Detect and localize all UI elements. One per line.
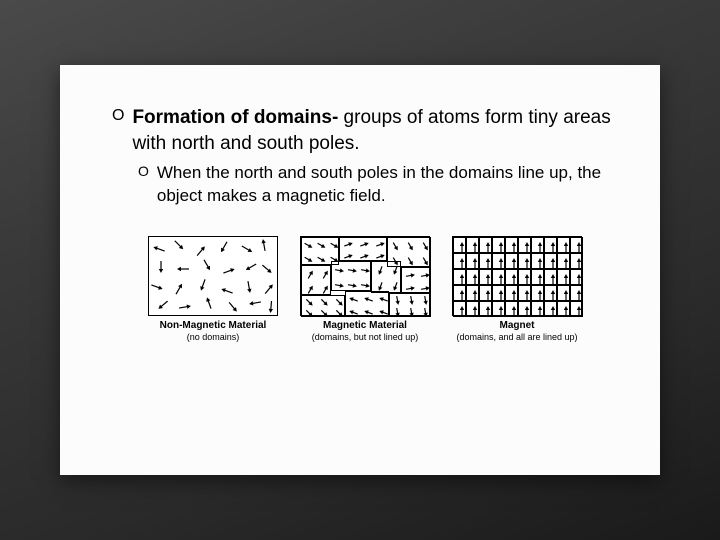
domain-cell [371,261,401,293]
diagram-magnet: Magnet (domains, and all are lined up) [452,236,582,342]
domain-cell [518,237,531,253]
domain-cell [466,301,479,317]
domain-cell [557,269,570,285]
diagram-magnet-title: Magnet [500,320,535,331]
sub-bullet-text: When the north and south poles in the do… [157,162,618,208]
domain-cell [505,237,518,253]
domain-cell [557,237,570,253]
diagram-magnetic-material-sub: (domains, but not lined up) [312,332,419,342]
main-bullet-text: Formation of domains- groups of atoms fo… [132,105,618,156]
domain-cell [557,301,570,317]
domain-cell [505,269,518,285]
domain-cell [301,265,331,295]
domain-cell [570,237,583,253]
domain-cell [453,269,466,285]
sub-bullet-row: O When the north and south poles in the … [138,162,618,208]
domain-cell [492,253,505,269]
diagram-nonmagnetic: Non-Magnetic Material (no domains) [148,236,278,342]
diagram-nonmagnetic-sub: (no domains) [187,332,240,342]
domain-cell [544,237,557,253]
domain-cell [453,253,466,269]
domain-cell [544,285,557,301]
domain-cell [301,295,345,317]
domain-cell [492,285,505,301]
domain-cell [479,301,492,317]
diagram-nonmagnetic-title: Non-Magnetic Material [160,320,267,331]
domain-cell [570,301,583,317]
domain-cell [518,253,531,269]
domain-cell [505,253,518,269]
diagram-magnet-box [452,236,582,316]
domain-cell [544,269,557,285]
domain-cell [570,253,583,269]
domain-cell [531,285,544,301]
domain-cell [479,253,492,269]
domain-cell [492,237,505,253]
arrow-icon [215,238,233,261]
domain-cell [505,301,518,317]
arrow-icon [255,236,273,259]
arrow-icon [170,236,188,259]
domain-cell [453,237,466,253]
sub-bullet-mark: O [138,162,149,181]
domain-cell [466,253,479,269]
arrow-icon [224,298,242,321]
arrow-icon [200,294,218,317]
domain-cell [557,285,570,301]
domain-cell [345,291,389,317]
diagram-row: Non-Magnetic Material (no domains) Magne… [112,236,618,342]
domain-cell [518,269,531,285]
domain-cell [531,237,544,253]
domain-cell [505,285,518,301]
domain-cell [531,269,544,285]
domain-cell [492,301,505,317]
domain-cell [331,261,371,291]
main-bullet-row: O Formation of domains- groups of atoms … [112,105,618,156]
domain-cell [479,269,492,285]
arrow-icon [176,298,194,321]
domain-cell [518,301,531,317]
arrow-icon [262,298,280,321]
domain-cell [492,269,505,285]
domain-cell [479,237,492,253]
arrow-icon [154,296,172,319]
domain-cell [339,237,387,261]
domain-cell [466,269,479,285]
domain-cell [518,285,531,301]
domain-cell [557,253,570,269]
main-bullet-bold: Formation of domains- [132,107,338,128]
domain-cell [466,285,479,301]
domain-cell [389,293,431,317]
domain-cell [570,285,583,301]
domain-cell [544,253,557,269]
main-bullet-mark: O [112,105,124,127]
diagram-magnet-sub: (domains, and all are lined up) [456,332,577,342]
domain-cell [401,267,431,293]
domain-cell [453,285,466,301]
domain-cell [544,301,557,317]
domain-cell [531,253,544,269]
diagram-magnetic-material-title: Magnetic Material [323,320,407,331]
domain-cell [570,269,583,285]
diagram-magnetic-material: Magnetic Material (domains, but not line… [300,236,430,342]
domain-cell [531,301,544,317]
slide-card: O Formation of domains- groups of atoms … [60,65,660,475]
diagram-nonmagnetic-box [148,236,278,316]
domain-cell [466,237,479,253]
diagram-magnetic-material-box [300,236,430,316]
domain-cell [479,285,492,301]
domain-cell [453,301,466,317]
